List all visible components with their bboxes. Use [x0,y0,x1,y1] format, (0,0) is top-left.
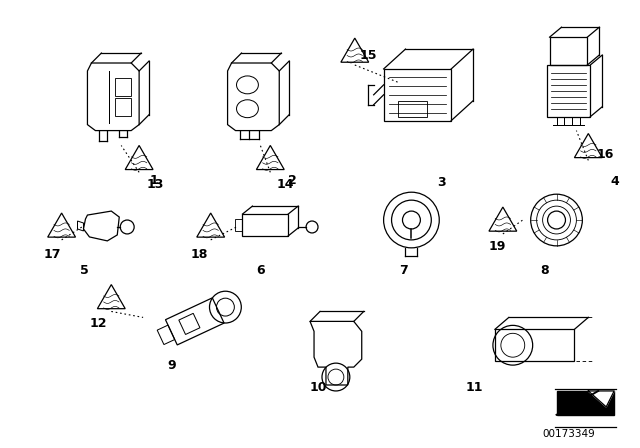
Text: 14: 14 [276,178,294,191]
Text: 19: 19 [489,240,506,253]
Text: 10: 10 [310,381,328,394]
Text: 1: 1 [149,174,158,187]
Bar [495,329,575,361]
Bar [234,219,243,231]
Text: 00173349: 00173349 [542,429,595,439]
Bar [383,69,451,121]
Text: 4: 4 [610,175,619,188]
Text: 11: 11 [465,381,483,394]
Text: 12: 12 [90,318,107,331]
Text: 18: 18 [191,248,208,261]
Bar [243,214,288,236]
Bar [550,37,588,65]
Text: 13: 13 [146,178,163,191]
Text: 17: 17 [44,248,61,261]
Text: 2: 2 [288,174,297,187]
Text: 6: 6 [257,264,265,277]
Text: 9: 9 [167,359,175,372]
Bar [547,65,590,116]
Text: 5: 5 [79,264,88,277]
Bar [397,101,428,116]
Text: 16: 16 [596,148,614,161]
Text: 3: 3 [437,177,446,190]
Text: 8: 8 [541,264,549,277]
Bar [115,98,131,116]
Bar [115,78,131,96]
Polygon shape [557,391,614,415]
Text: 15: 15 [360,49,377,62]
Text: 7: 7 [399,264,408,277]
Polygon shape [588,391,614,407]
